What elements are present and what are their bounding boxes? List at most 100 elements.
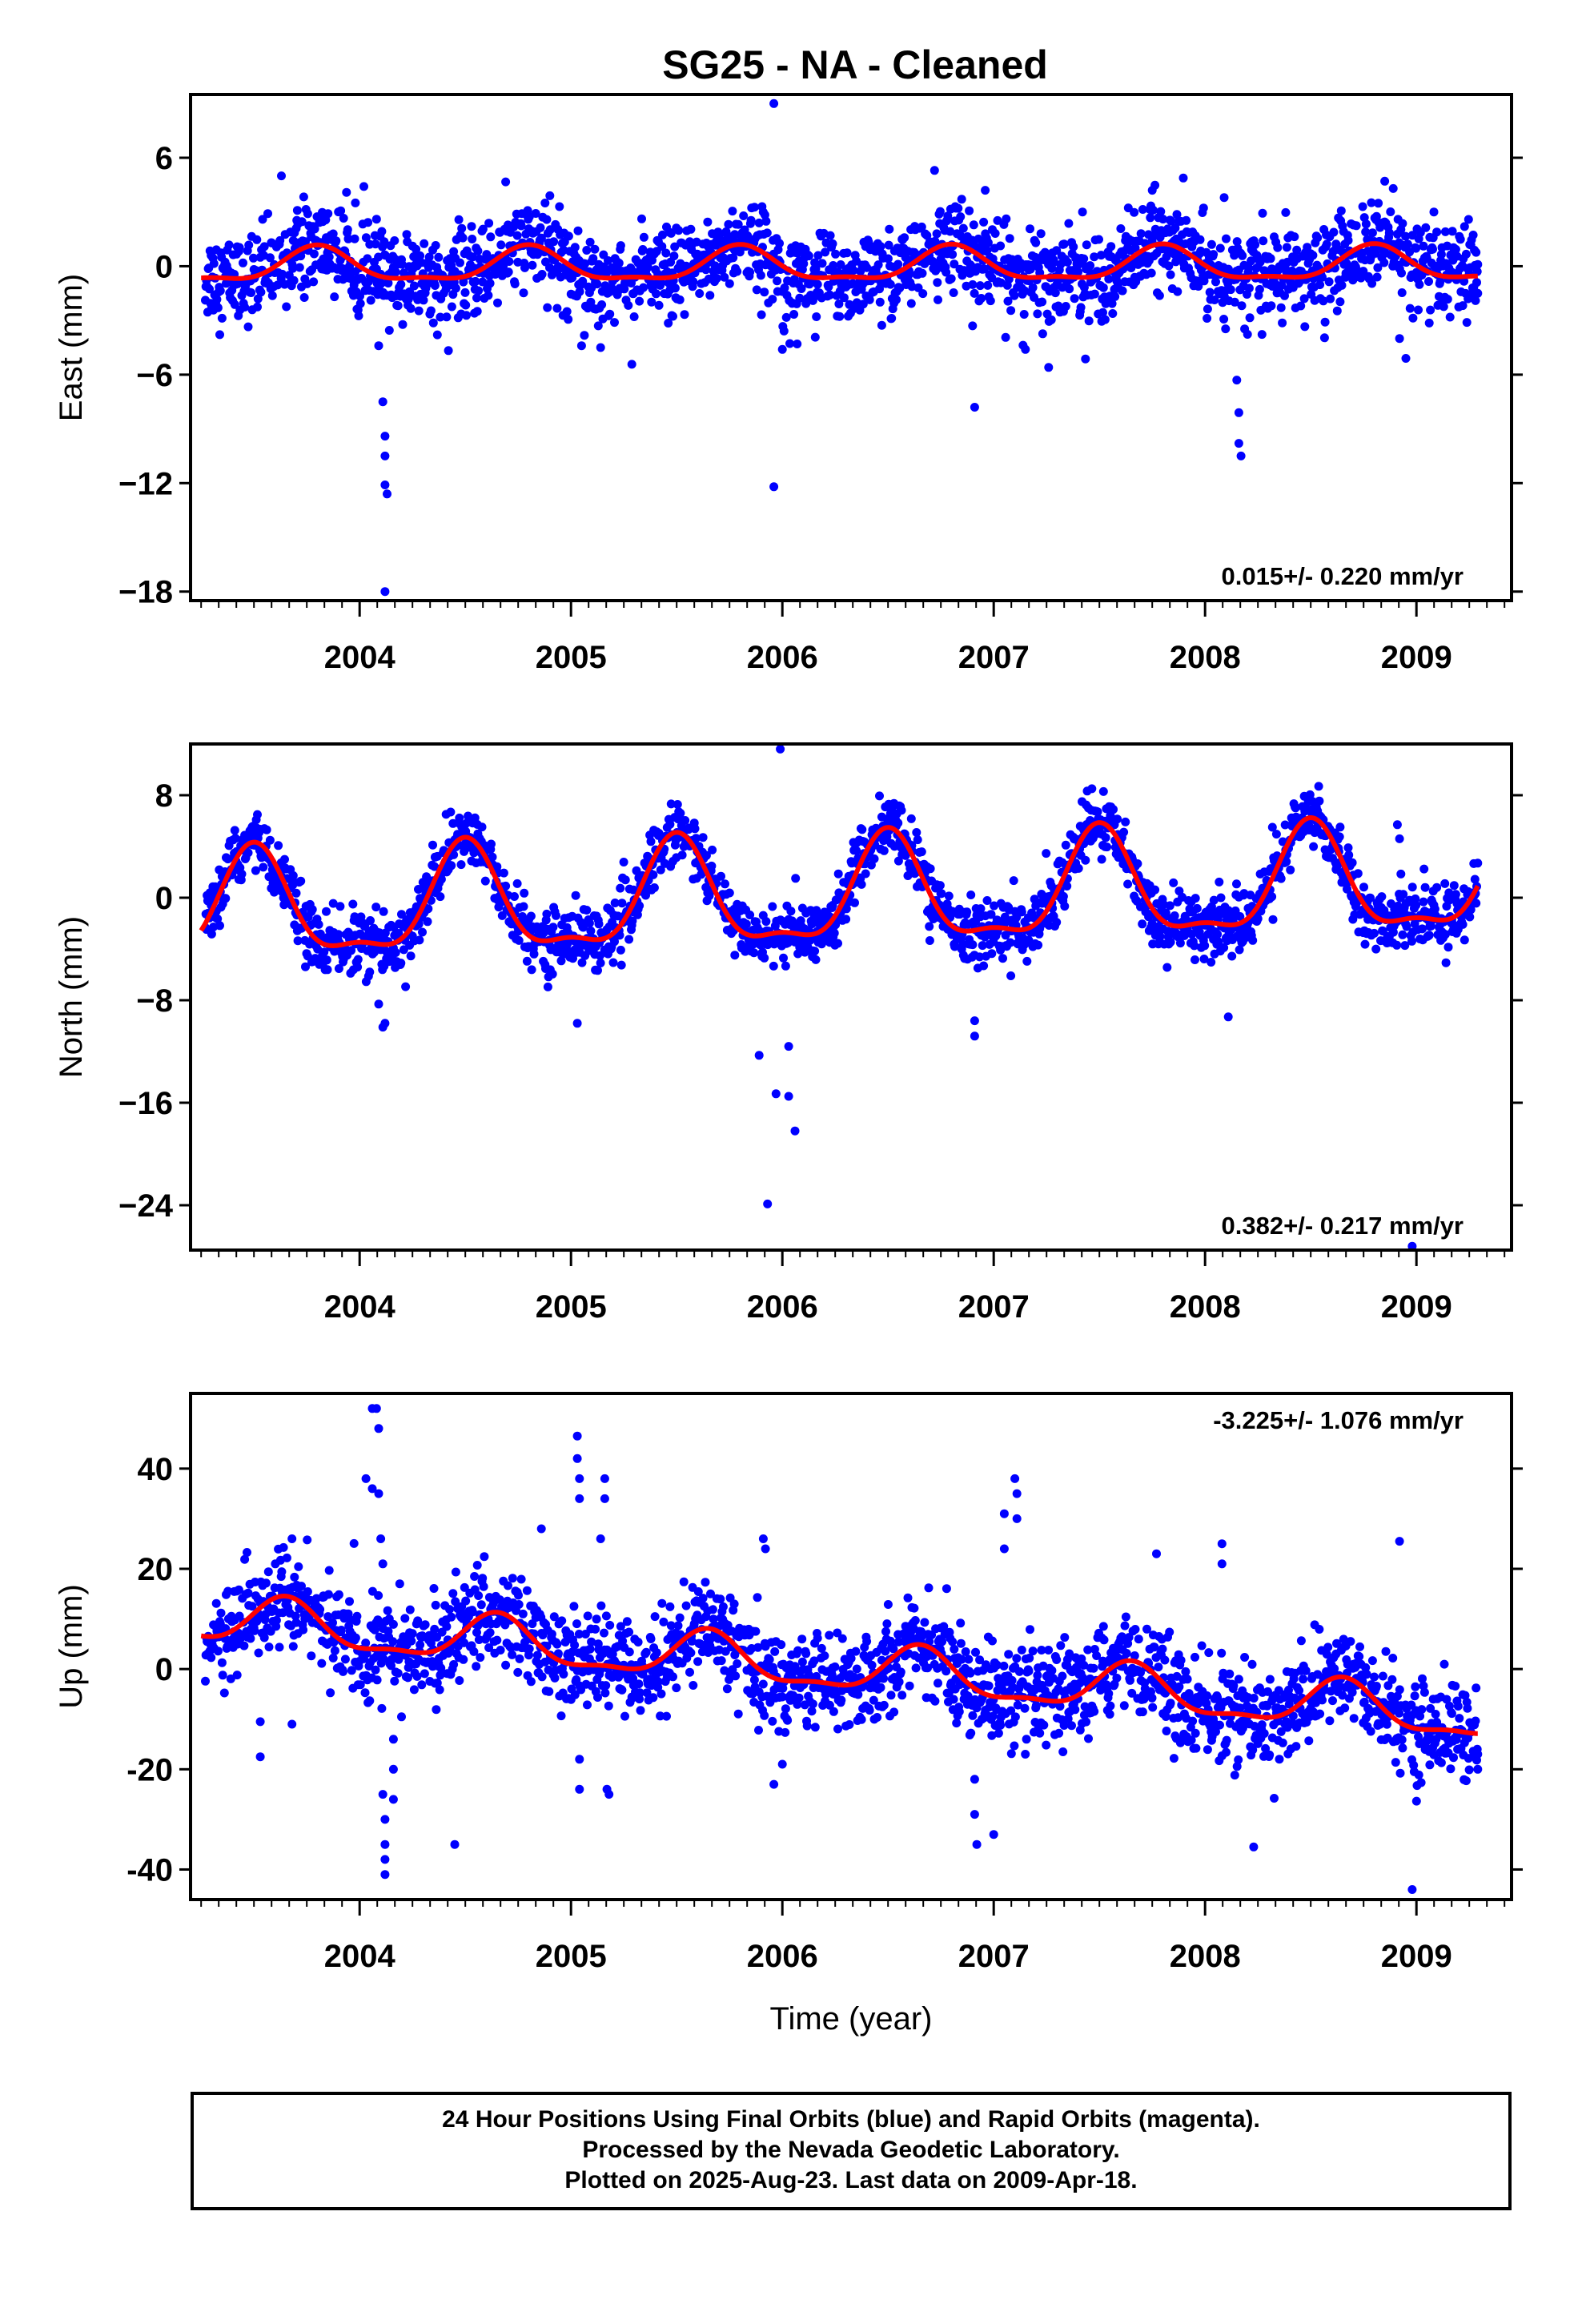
data-point bbox=[455, 813, 464, 822]
data-point bbox=[1451, 890, 1460, 899]
data-point bbox=[674, 226, 684, 235]
data-point bbox=[1419, 864, 1429, 874]
data-point bbox=[875, 791, 884, 801]
data-point bbox=[516, 1574, 526, 1584]
data-point bbox=[1121, 817, 1130, 826]
data-point bbox=[235, 243, 244, 252]
data-point bbox=[526, 911, 536, 921]
data-point bbox=[395, 1579, 404, 1589]
data-point bbox=[1169, 878, 1178, 887]
y-axis-label-east: East (mm) bbox=[54, 274, 89, 421]
data-point bbox=[555, 202, 564, 211]
data-point bbox=[397, 1712, 406, 1722]
data-point bbox=[1123, 879, 1133, 889]
xtick-label: 2007 bbox=[958, 1289, 1030, 1325]
data-point bbox=[725, 279, 734, 288]
data-point bbox=[1324, 277, 1334, 287]
data-point bbox=[397, 259, 407, 269]
data-point bbox=[484, 1643, 494, 1652]
data-point bbox=[377, 1703, 387, 1713]
data-point bbox=[1372, 272, 1382, 282]
data-point bbox=[1150, 885, 1160, 895]
data-point bbox=[962, 907, 972, 917]
data-point bbox=[1214, 937, 1223, 947]
data-point bbox=[522, 956, 532, 966]
data-point bbox=[1178, 173, 1188, 183]
data-point bbox=[594, 919, 604, 929]
outlier-point bbox=[371, 215, 381, 224]
data-point bbox=[652, 289, 661, 299]
data-point bbox=[331, 236, 341, 246]
data-point bbox=[1006, 306, 1016, 316]
data-point bbox=[835, 312, 845, 321]
data-point bbox=[418, 927, 427, 937]
data-point bbox=[537, 270, 547, 279]
data-point bbox=[1282, 243, 1291, 252]
data-point bbox=[1472, 278, 1481, 287]
data-point bbox=[353, 955, 363, 964]
data-point bbox=[553, 1649, 563, 1659]
data-point bbox=[1335, 822, 1345, 832]
data-point bbox=[288, 263, 298, 273]
data-point bbox=[857, 879, 866, 889]
data-point bbox=[416, 1640, 425, 1650]
data-point bbox=[1367, 198, 1376, 207]
data-point bbox=[990, 901, 999, 911]
data-point bbox=[580, 259, 590, 268]
outlier-point bbox=[1044, 363, 1054, 372]
data-point bbox=[596, 959, 605, 967]
data-point bbox=[983, 238, 993, 247]
figure-title: SG25 - NA - Cleaned bbox=[662, 42, 1048, 87]
data-point bbox=[619, 858, 628, 866]
data-point bbox=[885, 279, 895, 289]
data-point bbox=[587, 1637, 596, 1647]
data-point bbox=[377, 227, 387, 236]
data-point bbox=[1210, 296, 1219, 304]
data-point bbox=[1449, 881, 1459, 891]
outlier-point bbox=[1407, 1241, 1417, 1250]
data-point bbox=[383, 1606, 392, 1615]
data-point bbox=[574, 1630, 584, 1638]
data-point bbox=[301, 962, 310, 971]
data-point bbox=[296, 876, 306, 886]
ytick-label: 0 bbox=[155, 881, 173, 916]
data-point bbox=[552, 304, 562, 313]
data-point bbox=[207, 1653, 216, 1663]
data-point bbox=[624, 935, 634, 944]
data-point bbox=[1079, 254, 1089, 263]
data-point bbox=[519, 288, 528, 298]
data-point bbox=[705, 291, 715, 300]
data-point bbox=[556, 1711, 566, 1721]
data-point bbox=[253, 302, 262, 312]
ytick-label: −24 bbox=[118, 1188, 174, 1224]
data-point bbox=[231, 834, 240, 843]
data-point bbox=[833, 939, 842, 948]
data-point bbox=[572, 1619, 581, 1629]
data-point bbox=[810, 947, 820, 956]
data-point bbox=[1010, 291, 1019, 300]
data-point bbox=[1472, 247, 1481, 257]
data-point bbox=[330, 292, 339, 302]
data-point bbox=[496, 240, 506, 250]
data-point bbox=[542, 909, 552, 919]
data-point bbox=[1326, 294, 1335, 304]
data-point bbox=[299, 192, 308, 202]
data-point bbox=[428, 840, 437, 850]
data-point bbox=[1421, 223, 1431, 232]
data-point bbox=[461, 300, 471, 310]
data-point bbox=[1090, 289, 1099, 299]
data-point bbox=[455, 1676, 464, 1685]
data-point bbox=[239, 1641, 249, 1651]
data-point bbox=[781, 961, 790, 971]
data-point bbox=[451, 283, 460, 293]
data-point bbox=[1166, 270, 1175, 279]
data-point bbox=[654, 300, 664, 310]
data-point bbox=[334, 1590, 343, 1599]
data-point bbox=[1367, 228, 1377, 238]
data-point bbox=[514, 935, 524, 945]
data-point bbox=[355, 1680, 365, 1690]
data-point bbox=[1424, 277, 1433, 286]
data-point bbox=[343, 234, 353, 243]
data-point bbox=[1303, 243, 1312, 252]
